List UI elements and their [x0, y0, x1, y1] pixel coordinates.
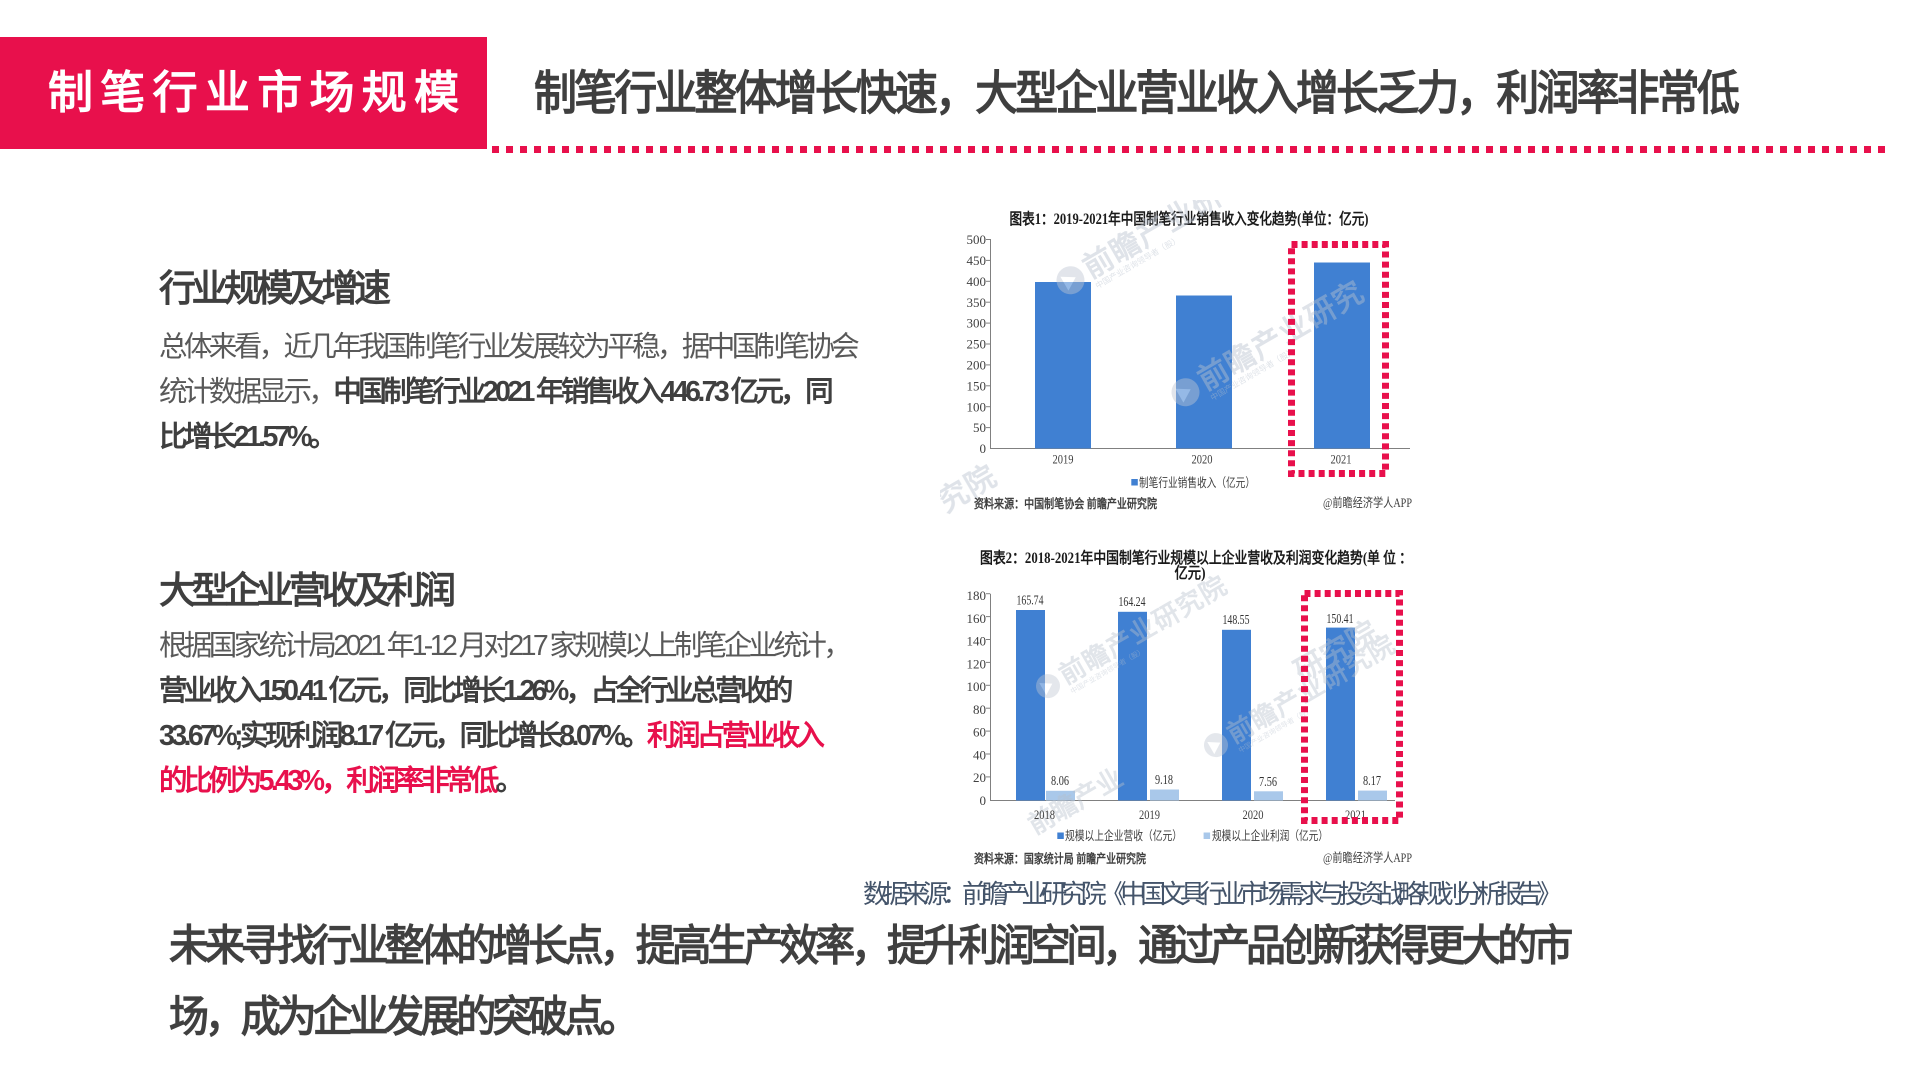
svg-text:8.17: 8.17 [1363, 773, 1381, 788]
svg-text:0: 0 [980, 793, 987, 808]
svg-text:450: 450 [967, 253, 987, 268]
svg-text:200: 200 [967, 358, 987, 373]
svg-text:资料来源：中国制笔协会 前瞻产业研究院: 资料来源：中国制笔协会 前瞻产业研究院 [974, 496, 1157, 511]
svg-text:0: 0 [980, 441, 987, 456]
svg-text:100: 100 [967, 679, 987, 694]
svg-text:2020: 2020 [1243, 807, 1264, 822]
svg-text:图表2：2018-2021年中国制笔行业规模以上企业营收及利: 图表2：2018-2021年中国制笔行业规模以上企业营收及利润变化趋势(单 位 … [980, 548, 1412, 567]
svg-text:图表1：2019-2021年中国制笔行业销售收入变化趋势(单: 图表1：2019-2021年中国制笔行业销售收入变化趋势(单位：亿元) [1010, 209, 1369, 228]
svg-text:160: 160 [967, 611, 987, 626]
svg-text:120: 120 [967, 656, 987, 671]
svg-text:2018: 2018 [1034, 807, 1055, 822]
svg-text:2019: 2019 [1053, 452, 1074, 467]
svg-text:80: 80 [973, 702, 986, 717]
svg-text:180: 180 [967, 588, 987, 603]
svg-text:400: 400 [967, 274, 987, 289]
svg-text:140: 140 [967, 634, 987, 649]
svg-text:40: 40 [973, 748, 986, 763]
svg-text:150.41: 150.41 [1327, 611, 1354, 626]
svg-text:2019: 2019 [1139, 807, 1160, 822]
svg-text:300: 300 [967, 316, 987, 331]
svg-text:规模以上企业利润（亿元）: 规模以上企业利润（亿元） [1212, 828, 1328, 843]
svg-text:2020: 2020 [1192, 452, 1213, 467]
svg-text:亿元): 亿元) [1175, 563, 1206, 582]
svg-text:7.56: 7.56 [1259, 774, 1277, 789]
svg-text:148.55: 148.55 [1223, 612, 1250, 627]
svg-text:100: 100 [967, 399, 987, 414]
svg-text:@前瞻经济学人APP: @前瞻经济学人APP [1323, 850, 1412, 865]
svg-text:@前瞻经济学人APP: @前瞻经济学人APP [1323, 495, 1412, 510]
svg-text:500: 500 [967, 232, 987, 247]
svg-text:150: 150 [967, 378, 987, 393]
svg-text:60: 60 [973, 725, 986, 740]
svg-text:9.18: 9.18 [1155, 772, 1173, 787]
svg-text:250: 250 [967, 337, 987, 352]
svg-text:164.24: 164.24 [1119, 594, 1146, 609]
svg-text:350: 350 [967, 295, 987, 310]
svg-text:50: 50 [973, 420, 986, 435]
svg-text:165.74: 165.74 [1017, 593, 1044, 608]
svg-text:制笔行业销售收入（亿元）: 制笔行业销售收入（亿元） [1139, 475, 1255, 490]
svg-text:20: 20 [973, 770, 986, 785]
svg-text:8.06: 8.06 [1051, 773, 1069, 788]
svg-text:规模以上企业营收（亿元）: 规模以上企业营收（亿元） [1065, 828, 1182, 843]
svg-text:2021: 2021 [1345, 807, 1366, 822]
svg-text:2021: 2021 [1331, 452, 1352, 467]
svg-text:资料来源：国家统计局 前瞻产业研究院: 资料来源：国家统计局 前瞻产业研究院 [974, 851, 1146, 866]
